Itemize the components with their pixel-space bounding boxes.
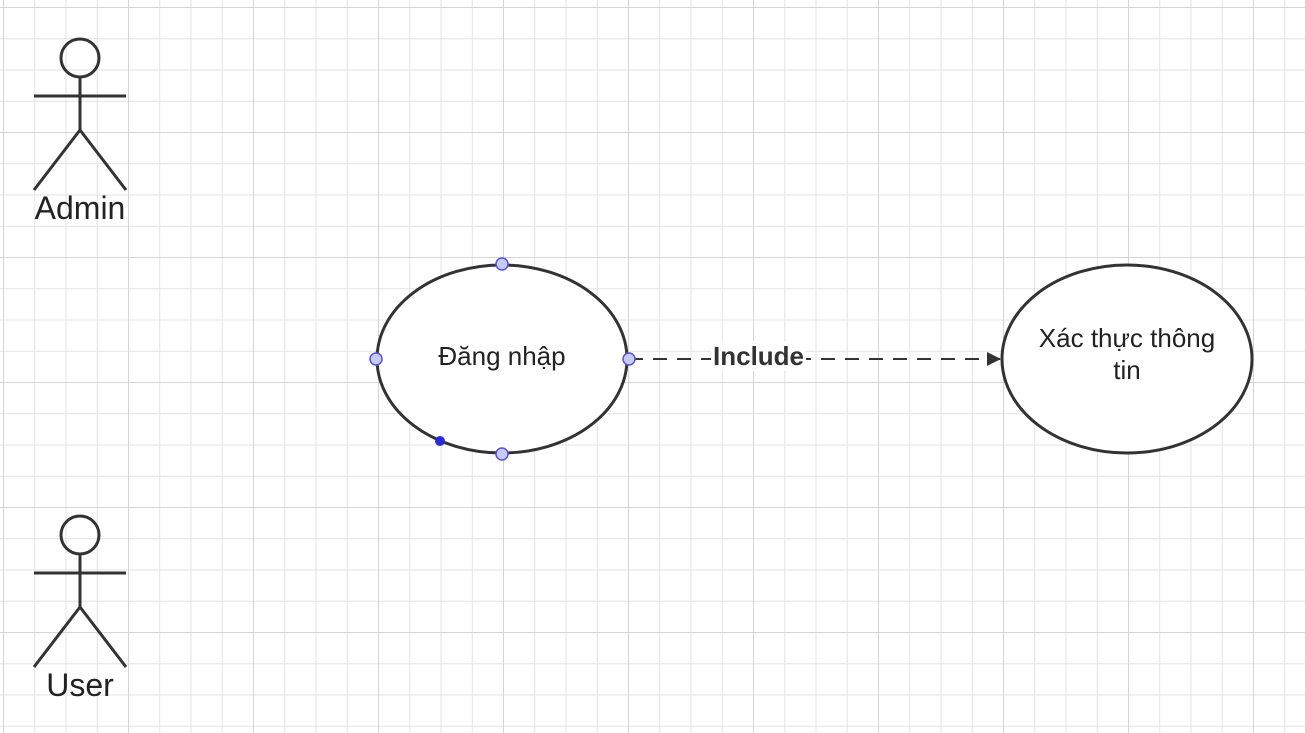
- resize-handle-bottom[interactable]: [495, 447, 509, 461]
- include-relationship-label[interactable]: Include: [711, 341, 807, 371]
- use-case-xac-thuc-ellipse[interactable]: [1000, 263, 1254, 455]
- actor-user-head: [59, 514, 101, 556]
- actor-admin-figure[interactable]: [32, 37, 128, 191]
- actor-user-right-leg: [78, 606, 128, 668]
- resize-handle-top[interactable]: [495, 257, 509, 271]
- actor-admin-right-leg: [78, 129, 128, 191]
- use-case-xac-thuc-label: Xác thực thông tin: [1038, 323, 1216, 385]
- selection-anchor-dot[interactable]: [435, 436, 445, 446]
- resize-handle-right[interactable]: [622, 352, 636, 366]
- actor-admin-label: Admin: [34, 190, 126, 226]
- actor-admin-head: [59, 37, 101, 79]
- use-case-dang-nhap-label: Đăng nhập: [438, 341, 566, 371]
- actor-user-figure[interactable]: [32, 514, 128, 668]
- actor-admin-left-leg: [32, 129, 82, 191]
- resize-handle-left[interactable]: [369, 352, 383, 366]
- actor-user-label: User: [46, 667, 114, 703]
- actor-user-left-leg: [32, 606, 82, 668]
